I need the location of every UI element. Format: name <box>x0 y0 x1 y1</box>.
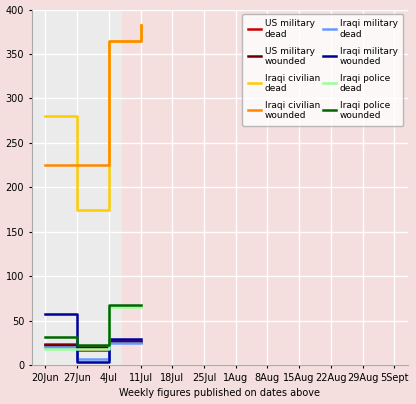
Bar <box>32 10 122 365</box>
X-axis label: Weekly figures published on dates above: Weekly figures published on dates above <box>119 388 320 398</box>
Legend: US military
dead, US military
wounded, Iraqi civilian
dead, Iraqi civilian
wound: US military dead, US military wounded, I… <box>242 14 404 126</box>
